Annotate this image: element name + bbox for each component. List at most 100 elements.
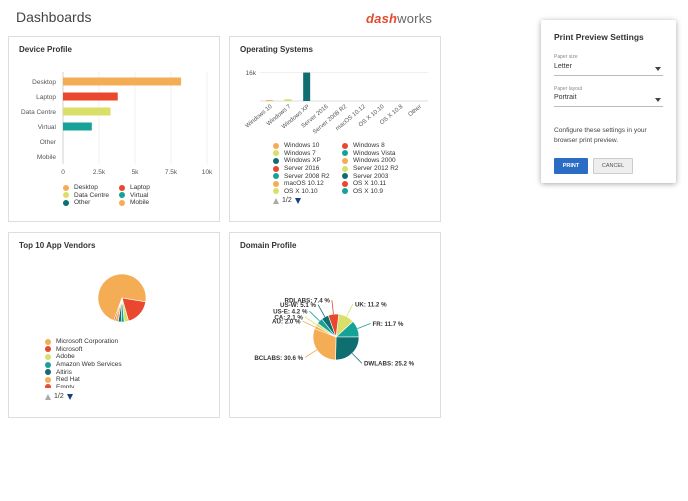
legend-label: Red Hat — [56, 376, 80, 384]
paper-size-value: Letter — [554, 63, 572, 70]
legend-item[interactable]: Virtual — [119, 192, 179, 200]
legend-item[interactable]: Altiris — [45, 368, 122, 376]
legend-label: Windows XP — [284, 157, 321, 165]
app-vendors-legend: Microsoft Corporation Microsoft Adobe Amazo… — [45, 338, 122, 388]
app-legend-pager: 1/2 — [45, 393, 73, 400]
app-vendors-chart — [97, 273, 147, 323]
app-vendors-title: Top 10 App Vendors — [19, 241, 96, 250]
legend-label: Microsoft Corporation — [56, 338, 119, 346]
y-tick-label: Other — [40, 139, 57, 146]
legend-item[interactable]: Windows 8 — [342, 142, 422, 150]
bar-windows-xp — [303, 72, 311, 101]
legend-swatch — [273, 150, 279, 157]
legend-item[interactable]: OS X 10.10 — [273, 188, 342, 194]
x-tick-label: 0 — [61, 169, 65, 176]
domain-profile-card: Domain Profile UK: 11.2 % FR: 11.7 % DWLAB… — [229, 232, 441, 418]
legend-label: Server 2008 R2 — [284, 172, 330, 180]
legend-label: Other — [74, 199, 91, 207]
legend-label: Server 2003 — [353, 172, 389, 180]
paper-layout-value: Portrait — [554, 94, 577, 101]
bar-virtual — [63, 122, 92, 131]
legend-swatch — [63, 199, 69, 206]
legend-item[interactable]: Other — [63, 199, 119, 207]
chevron-down-icon — [655, 98, 661, 102]
legend-item[interactable]: Mobile — [119, 199, 179, 207]
callout-line — [304, 349, 318, 358]
device-profile-title: Device Profile — [19, 45, 72, 54]
legend-label: Altiris — [56, 368, 72, 376]
legend-label: Mobile — [130, 199, 150, 207]
domain-slice-bclabs — [312, 328, 337, 361]
paper-layout-select[interactable]: Portrait — [554, 94, 663, 107]
legend-item[interactable]: Microsoft Corporation — [45, 338, 122, 346]
slice-label: AU: 2.0 % — [272, 318, 301, 325]
y-tick-label: Mobile — [37, 154, 57, 161]
legend-swatch — [45, 369, 51, 376]
device-profile-chart: 0 2.5k 5k 7.5k 10k Desktop Laptop Data Centre Vi… — [21, 72, 213, 176]
legend-item[interactable]: Server 2008 R2 — [273, 172, 342, 180]
legend-item[interactable]: Data Centre — [63, 192, 119, 200]
legend-swatch — [119, 192, 125, 199]
legend-swatch — [273, 142, 279, 149]
legend-item[interactable]: macOS 10.12 — [273, 180, 342, 188]
legend-item[interactable]: Windows 10 — [273, 142, 342, 150]
app-slice-empty — [113, 297, 123, 322]
y-tick-label: Desktop — [32, 79, 56, 86]
app-vendors-card: Top 10 App Vendors Microsoft Corporation… — [8, 232, 220, 418]
bar-laptop — [63, 92, 118, 101]
paper-layout-label: Paper layout — [554, 86, 583, 92]
callout-line — [309, 310, 320, 322]
legend-swatch — [273, 165, 279, 172]
legend-item[interactable]: Laptop — [119, 184, 179, 192]
legend-item[interactable]: Microsoft — [45, 346, 122, 354]
slice-label: BCLABS: 30.6 % — [254, 355, 303, 362]
legend-label: Data Centre — [74, 191, 110, 199]
legend-item[interactable]: Windows XP — [273, 157, 342, 165]
legend-item[interactable]: Server 2003 — [342, 172, 422, 180]
legend-item[interactable]: Server 2016 — [273, 165, 342, 173]
paper-size-select[interactable]: Letter — [554, 63, 663, 76]
page-up-icon[interactable] — [273, 197, 279, 204]
legend-item[interactable]: Windows 2000 — [342, 157, 422, 165]
callout-line — [357, 323, 371, 330]
page-down-icon[interactable] — [294, 197, 301, 204]
legend-item[interactable]: Windows Vista — [342, 150, 422, 158]
legend-item[interactable]: Adobe — [45, 353, 122, 361]
operating-systems-card: Operating Systems 16k Windows 10 Windows 7… — [229, 36, 441, 222]
slice-label: US-E: 4.2 % — [273, 309, 308, 316]
page-down-icon[interactable] — [66, 393, 73, 400]
legend-swatch — [63, 184, 69, 191]
legend-swatch — [45, 338, 51, 345]
legend-item[interactable]: Desktop — [63, 184, 119, 192]
page-up-icon[interactable] — [45, 393, 51, 400]
legend-item[interactable]: Server 2012 R2 — [342, 165, 422, 173]
legend-item[interactable]: OS X 10.11 — [342, 180, 422, 188]
legend-swatch — [273, 180, 279, 187]
legend-item[interactable]: OS X 10.9 — [342, 188, 422, 194]
callout-line — [317, 304, 326, 318]
operating-systems-title: Operating Systems — [240, 45, 313, 54]
legend-swatch — [342, 173, 348, 180]
x-tick-label: 2.5k — [93, 169, 106, 176]
bar-desktop — [63, 77, 182, 86]
legend-item[interactable]: Red Hat — [45, 376, 122, 384]
legend-label: Amazon Web Services — [56, 361, 122, 369]
y-tick-label: Laptop — [36, 94, 56, 101]
legend-label: Desktop — [74, 184, 98, 192]
bar-windows-7 — [284, 99, 292, 101]
legend-label: Windows 2000 — [353, 157, 396, 165]
legend-swatch — [119, 199, 125, 206]
legend-item[interactable]: Windows 7 — [273, 150, 342, 158]
legend-label: Laptop — [130, 184, 150, 192]
print-button[interactable]: PRINT — [554, 158, 588, 174]
legend-label: Empty — [56, 383, 75, 388]
cancel-button[interactable]: CANCEL — [593, 158, 633, 174]
slice-label: UK: 11.2 % — [355, 301, 387, 308]
legend-item[interactable]: Amazon Web Services — [45, 361, 122, 369]
legend-item[interactable]: Empty — [45, 384, 122, 388]
legend-swatch — [342, 157, 348, 164]
dialog-description: Configure these settings in your browser… — [554, 127, 647, 144]
legend-label: Virtual — [130, 191, 149, 199]
legend-swatch — [342, 142, 348, 149]
